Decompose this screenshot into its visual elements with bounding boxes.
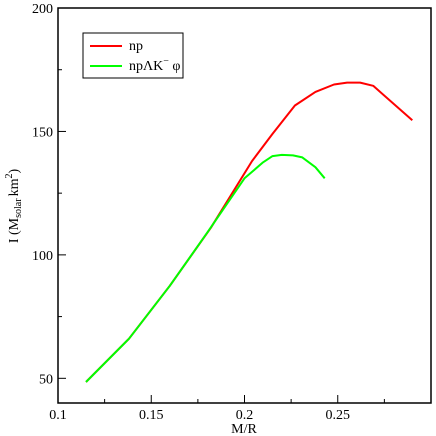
y-axis-label-subscript: solar bbox=[13, 198, 24, 218]
series-line-np-lk-phi bbox=[85, 153, 326, 383]
y-axis-label-km: km bbox=[7, 178, 22, 196]
y-tick-label: 50 bbox=[39, 372, 53, 387]
x-tick-label: 0.2 bbox=[236, 408, 254, 423]
y-tick-label: 150 bbox=[32, 125, 53, 140]
legend-box bbox=[82, 32, 184, 79]
x-tick-label: 0.15 bbox=[139, 408, 164, 423]
legend-label-np-lk-phi-sup: − bbox=[163, 56, 169, 67]
series-line-np bbox=[85, 81, 413, 383]
y-axis-label-main: I (M bbox=[7, 217, 22, 243]
y-axis-label-end: ) bbox=[7, 169, 22, 174]
y-tick-label: 100 bbox=[32, 249, 53, 264]
legend-label-np: np bbox=[129, 39, 143, 54]
legend-label-np-lk-phi-end: φ bbox=[169, 59, 181, 74]
legend-label-np-lk-phi-base: npΛK bbox=[129, 59, 163, 74]
y-axis-ticks: 50 100 150 200 bbox=[32, 2, 66, 387]
x-tick-label: 0.25 bbox=[326, 408, 351, 423]
y-axis-label-superscript: 2 bbox=[4, 174, 15, 179]
x-axis-ticks: 0.1 0.15 0.2 0.25 bbox=[49, 395, 385, 423]
series-group bbox=[85, 81, 413, 383]
y-axis-label: I (Msolar km2) bbox=[4, 169, 24, 244]
legend-label-np-lk-phi: npΛK− φ bbox=[129, 56, 181, 74]
y-tick-label: 200 bbox=[32, 2, 53, 17]
x-tick-label: 0.1 bbox=[49, 408, 67, 423]
legend: np npΛK− φ bbox=[82, 32, 184, 79]
x-axis-label: M/R bbox=[231, 422, 257, 436]
